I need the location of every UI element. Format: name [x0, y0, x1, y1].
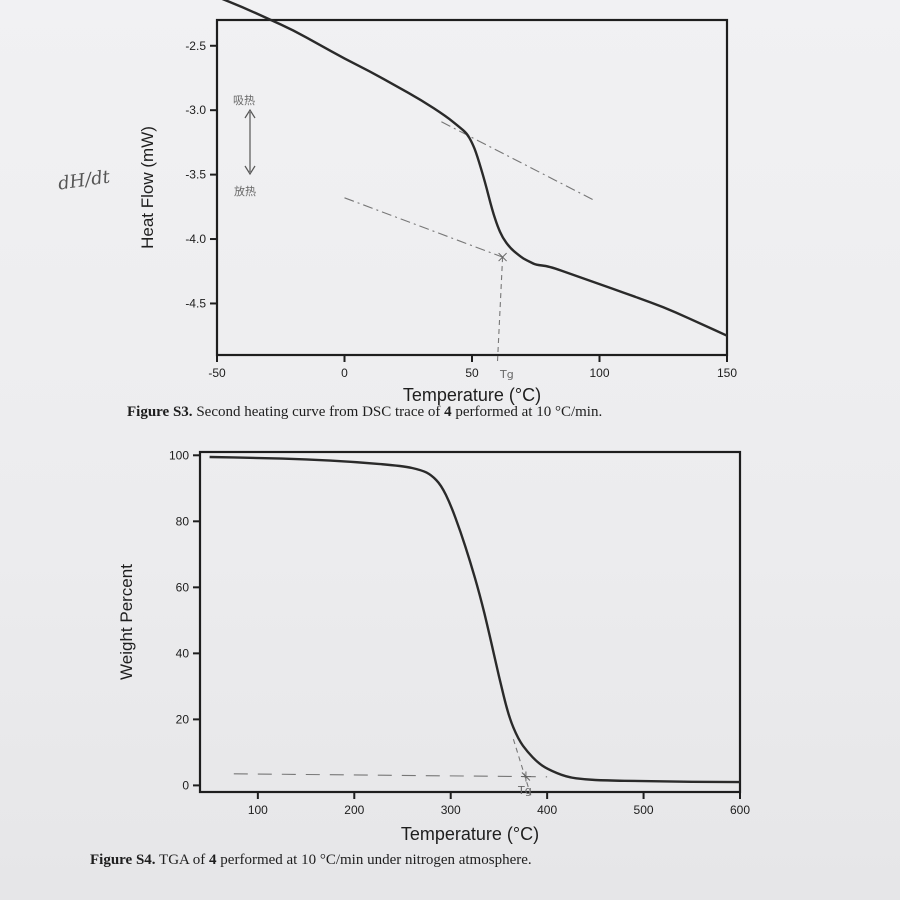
- dsc-y-tick-label: -2.5: [185, 39, 206, 53]
- dsc-data-line: [221, 0, 728, 337]
- tga-y-tick-label: 40: [176, 646, 190, 660]
- tga-y-tick-label: 100: [169, 448, 189, 462]
- tga-x-tick-label: 100: [248, 803, 268, 817]
- dsc-x-tick-label: 0: [341, 366, 348, 380]
- dsc-guide-line: [496, 257, 504, 362]
- endo-arrow-head-icon: [244, 108, 256, 119]
- tga-y-tick-label: 0: [182, 778, 189, 792]
- dsc-x-tick-label: 150: [717, 366, 737, 380]
- tga-x-tick-label: 500: [634, 803, 654, 817]
- figure-s4-text-b: performed at 10 °C/min under nitrogen at…: [216, 852, 532, 868]
- tga-guide-line: [512, 739, 532, 796]
- tga-chart: 100 200 300 400 500 600 0 20 40 60 80 100 Temperatur…: [117, 448, 750, 844]
- tga-y-tick-label: 80: [176, 514, 190, 528]
- figure-s3-compound: 4: [444, 404, 452, 420]
- handwritten-endo-note: 吸热: [233, 94, 255, 107]
- figure-s3-label: Figure S3.: [127, 404, 193, 420]
- figure-s3-text-a: Second heating curve from DSC trace of: [192, 404, 445, 420]
- figure-s3-text-b: performed at 10 °C/min.: [451, 404, 603, 420]
- tga-y-tick-label: 20: [176, 712, 190, 726]
- tga-y-axis-label: Weight Percent: [117, 564, 136, 680]
- dsc-guide-line: [441, 121, 595, 201]
- dsc-plot-frame: [215, 18, 729, 357]
- exo-arrow-head-icon: [244, 165, 256, 176]
- tga-x-tick-label: 300: [441, 803, 461, 817]
- dsc-y-tick-label: -4.5: [185, 296, 206, 310]
- dsc-y-tick-label: -3.5: [185, 168, 206, 182]
- tga-data-line: [209, 455, 741, 784]
- tga-y-tick-label: 60: [176, 580, 190, 594]
- dsc-guide-line: [344, 197, 503, 258]
- dsc-chart: -50 0 50 100 150 -2.5 -3.0 -3.5 -4.0 -4.5 Temperat…: [138, 0, 737, 405]
- tga-x-tick-label: 200: [344, 803, 364, 817]
- tga-x-tick-label: 600: [730, 803, 750, 817]
- dsc-y-axis-label: Heat Flow (mW): [138, 126, 157, 249]
- handwritten-exo-note: 放热: [234, 185, 256, 198]
- tga-onset-star-mark: [520, 771, 531, 782]
- dsc-x-tick-label: 100: [589, 366, 609, 380]
- dsc-y-tick-label: -4.0: [185, 232, 206, 246]
- tga-guide-line: [233, 773, 548, 778]
- figure-s3-caption: Figure S3. Second heating curve from DSC…: [127, 404, 602, 421]
- handwritten-tg-mark-tga: Tg: [518, 784, 532, 797]
- tga-x-axis-label: Temperature (°C): [401, 824, 539, 844]
- figure-s4-text-a: TGA of: [155, 852, 210, 868]
- dsc-x-tick-label: 50: [465, 366, 479, 380]
- figure-s4-compound: 4: [209, 852, 217, 868]
- tga-x-tick-label: 400: [537, 803, 557, 817]
- tga-plot-frame: [198, 450, 742, 794]
- dsc-tg-cross-mark: [498, 252, 507, 262]
- figure-s4-caption: Figure S4. TGA of 4 performed at 10 °C/m…: [90, 852, 532, 869]
- dsc-x-axis-label: Temperature (°C): [403, 385, 541, 405]
- dsc-y-tick-label: -3.0: [185, 103, 206, 117]
- dsc-x-tick-label: -50: [208, 366, 226, 380]
- figure-s4-label: Figure S4.: [90, 852, 156, 868]
- handwritten-tg-mark-dsc: Tg: [500, 368, 514, 381]
